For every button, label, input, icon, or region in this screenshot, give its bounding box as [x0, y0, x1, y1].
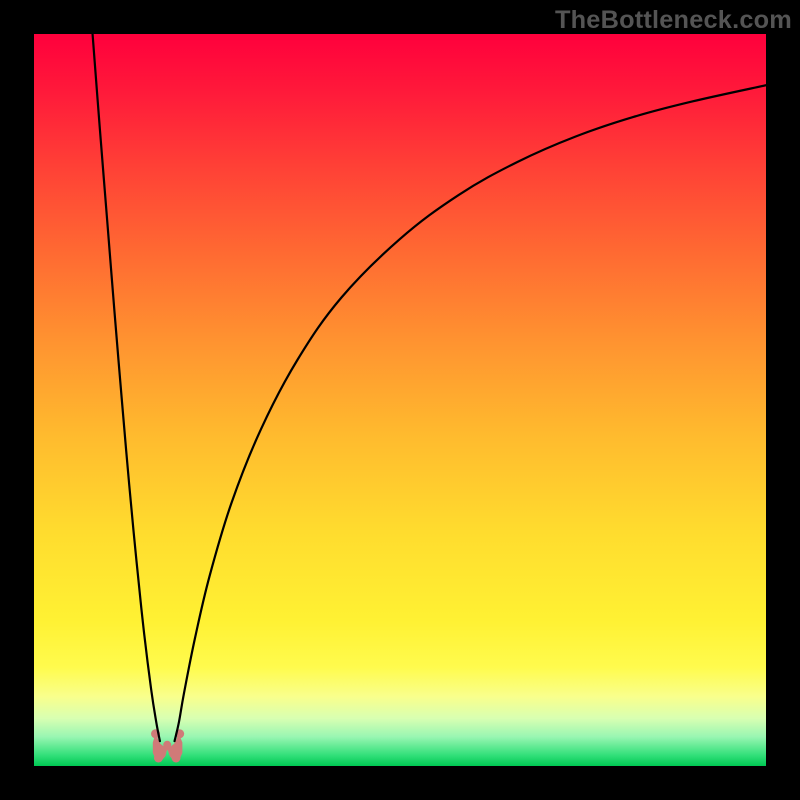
bottom-u-marker: [151, 729, 184, 762]
curve-right-branch: [175, 85, 766, 741]
curve-layer: [34, 34, 766, 766]
figure-outer: TheBottleneck.com: [0, 0, 800, 800]
curve-left-branch: [93, 34, 160, 741]
watermark-text: TheBottleneck.com: [555, 6, 792, 35]
plot-area: [34, 34, 766, 766]
